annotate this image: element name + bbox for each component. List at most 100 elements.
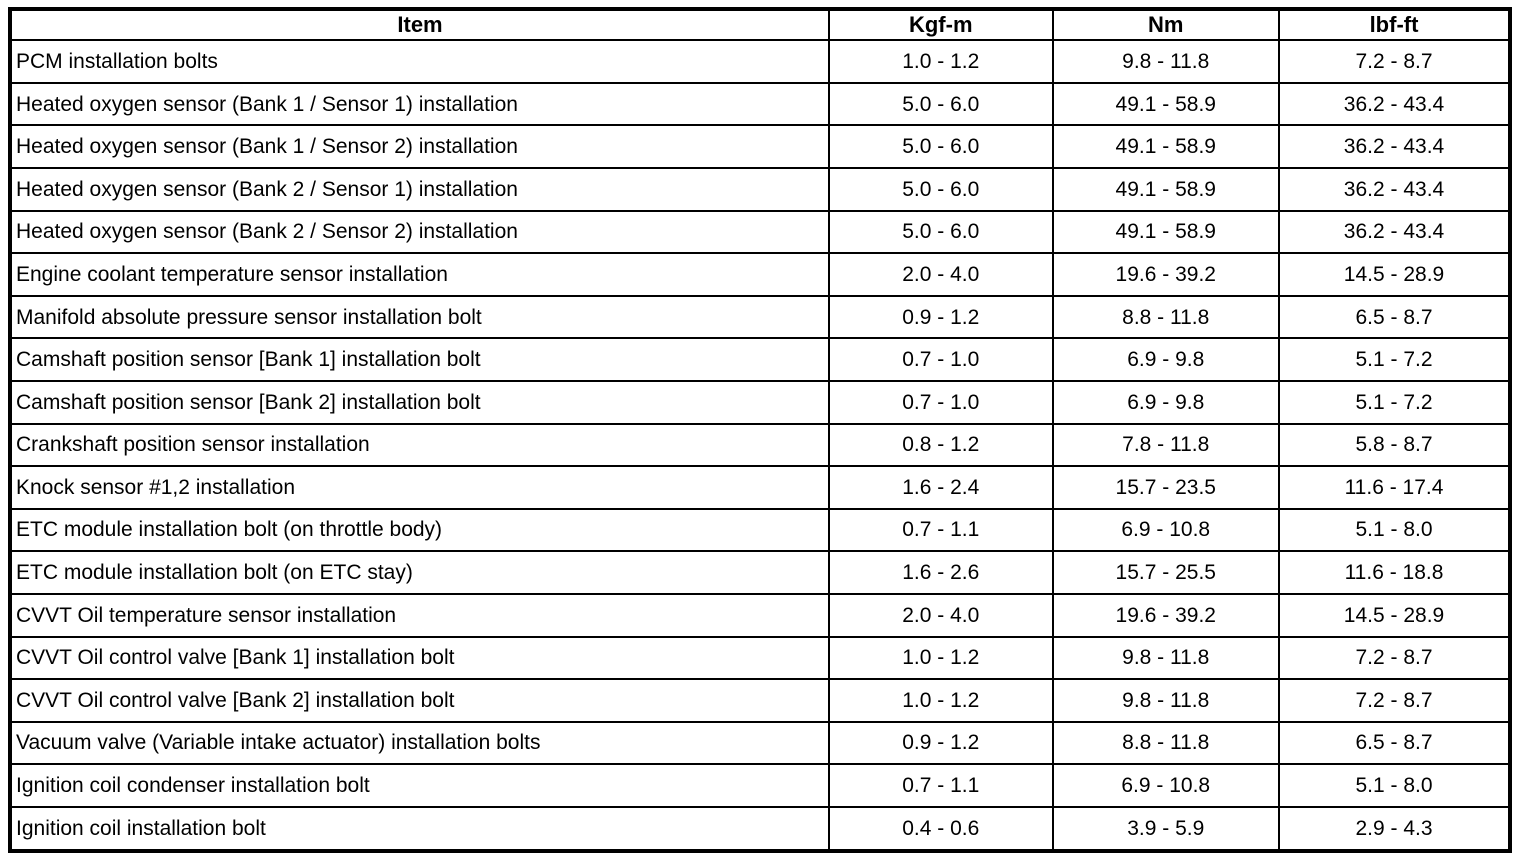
value-cell-nm: 6.9 - 9.8	[1051, 379, 1280, 425]
table-row: Heated oxygen sensor (Bank 1 / Sensor 1)…	[9, 81, 1511, 127]
item-cell: Knock sensor #1,2 installation	[9, 465, 830, 510]
value-cell-nm: 49.1 - 58.9	[1051, 124, 1280, 169]
value-cell-lbf-ft: 11.6 - 17.4	[1278, 465, 1511, 510]
item-cell: ETC module installation bolt (on throttl…	[9, 507, 830, 553]
item-cell: Heated oxygen sensor (Bank 1 / Sensor 2)…	[9, 124, 830, 169]
table-row: ETC module installation bolt (on throttl…	[9, 507, 1511, 553]
value-cell-lbf-ft: 5.8 - 8.7	[1278, 422, 1511, 468]
column-header-kgf-m: Kgf-m	[828, 7, 1054, 42]
item-cell: Camshaft position sensor [Bank 2] instal…	[9, 379, 830, 425]
table-row: Heated oxygen sensor (Bank 2 / Sensor 2)…	[9, 209, 1511, 255]
table-row: CVVT Oil control valve [Bank 1] installa…	[9, 635, 1511, 681]
value-cell-lbf-ft: 6.5 - 8.7	[1278, 294, 1511, 340]
item-cell: ETC module installation bolt (on ETC sta…	[9, 550, 830, 595]
column-header-item: Item	[9, 7, 830, 42]
value-cell-kgf-m: 2.0 - 4.0	[828, 252, 1054, 297]
value-cell-lbf-ft: 7.2 - 8.7	[1278, 39, 1511, 84]
value-cell-kgf-m: 1.0 - 1.2	[828, 678, 1054, 723]
value-cell-kgf-m: 0.8 - 1.2	[828, 422, 1054, 468]
value-cell-lbf-ft: 5.1 - 7.2	[1278, 379, 1511, 425]
table-header-row: Item Kgf-m Nm lbf-ft	[9, 7, 1511, 42]
table-row: Heated oxygen sensor (Bank 2 / Sensor 1)…	[9, 166, 1511, 212]
value-cell-kgf-m: 1.0 - 1.2	[828, 635, 1054, 681]
value-cell-nm: 9.8 - 11.8	[1051, 39, 1280, 84]
value-cell-lbf-ft: 14.5 - 28.9	[1278, 252, 1511, 297]
column-header-lbf-ft: lbf-ft	[1278, 7, 1511, 42]
item-cell: Heated oxygen sensor (Bank 1 / Sensor 1)…	[9, 81, 830, 127]
value-cell-nm: 7.8 - 11.8	[1051, 422, 1280, 468]
value-cell-kgf-m: 1.6 - 2.4	[828, 465, 1054, 510]
value-cell-kgf-m: 5.0 - 6.0	[828, 209, 1054, 255]
item-cell: Camshaft position sensor [Bank 1] instal…	[9, 337, 830, 382]
value-cell-nm: 49.1 - 58.9	[1051, 209, 1280, 255]
value-cell-lbf-ft: 5.1 - 7.2	[1278, 337, 1511, 382]
table-row: Ignition coil condenser installation bol…	[9, 763, 1511, 808]
value-cell-lbf-ft: 36.2 - 43.4	[1278, 209, 1511, 255]
value-cell-nm: 19.6 - 39.2	[1051, 592, 1280, 638]
table-row: Engine coolant temperature sensor instal…	[9, 252, 1511, 297]
table-row: ETC module installation bolt (on ETC sta…	[9, 550, 1511, 595]
item-cell: Heated oxygen sensor (Bank 2 / Sensor 2)…	[9, 209, 830, 255]
value-cell-kgf-m: 2.0 - 4.0	[828, 592, 1054, 638]
value-cell-kgf-m: 1.0 - 1.2	[828, 39, 1054, 84]
item-cell: Ignition coil condenser installation bol…	[9, 763, 830, 808]
table-row: CVVT Oil control valve [Bank 2] installa…	[9, 678, 1511, 723]
value-cell-lbf-ft: 11.6 - 18.8	[1278, 550, 1511, 595]
torque-spec-table: Item Kgf-m Nm lbf-ft PCM installation bo…	[8, 7, 1512, 853]
value-cell-nm: 6.9 - 10.8	[1051, 507, 1280, 553]
item-cell: CVVT Oil control valve [Bank 2] installa…	[9, 678, 830, 723]
table-row: Knock sensor #1,2 installation 1.6 - 2.4 1…	[9, 465, 1511, 510]
value-cell-lbf-ft: 5.1 - 8.0	[1278, 763, 1511, 808]
item-cell: Engine coolant temperature sensor instal…	[9, 252, 830, 297]
item-cell: CVVT Oil temperature sensor installation	[9, 592, 830, 638]
table-row: Camshaft position sensor [Bank 1] instal…	[9, 337, 1511, 382]
item-cell: PCM installation bolts	[9, 39, 830, 84]
value-cell-nm: 19.6 - 39.2	[1051, 252, 1280, 297]
table-row: Crankshaft position sensor installation 0…	[9, 422, 1511, 468]
value-cell-lbf-ft: 36.2 - 43.4	[1278, 166, 1511, 212]
value-cell-lbf-ft: 36.2 - 43.4	[1278, 81, 1511, 127]
item-cell: Crankshaft position sensor installation	[9, 422, 830, 468]
value-cell-kgf-m: 0.4 - 0.6	[828, 805, 1054, 853]
value-cell-nm: 49.1 - 58.9	[1051, 81, 1280, 127]
table-row: Camshaft position sensor [Bank 2] instal…	[9, 379, 1511, 425]
table-body: PCM installation bolts 1.0 - 1.2 9.8 - 11.…	[9, 39, 1511, 853]
value-cell-lbf-ft: 14.5 - 28.9	[1278, 592, 1511, 638]
item-cell: Ignition coil installation bolt	[9, 805, 830, 853]
item-cell: CVVT Oil control valve [Bank 1] installa…	[9, 635, 830, 681]
table-row: PCM installation bolts 1.0 - 1.2 9.8 - 11.…	[9, 39, 1511, 84]
value-cell-kgf-m: 1.6 - 2.6	[828, 550, 1054, 595]
value-cell-lbf-ft: 36.2 - 43.4	[1278, 124, 1511, 169]
table-row: CVVT Oil temperature sensor installation…	[9, 592, 1511, 638]
value-cell-kgf-m: 0.7 - 1.1	[828, 763, 1054, 808]
value-cell-nm: 3.9 - 5.9	[1051, 805, 1280, 853]
value-cell-kgf-m: 5.0 - 6.0	[828, 81, 1054, 127]
column-header-nm: Nm	[1051, 7, 1280, 42]
value-cell-lbf-ft: 7.2 - 8.7	[1278, 635, 1511, 681]
value-cell-lbf-ft: 5.1 - 8.0	[1278, 507, 1511, 553]
item-cell: Vacuum valve (Variable intake actuator) …	[9, 720, 830, 766]
item-cell: Manifold absolute pressure sensor instal…	[9, 294, 830, 340]
table-row: Ignition coil installation bolt 0.4 - 0.6…	[9, 805, 1511, 853]
value-cell-nm: 9.8 - 11.8	[1051, 635, 1280, 681]
value-cell-kgf-m: 0.7 - 1.0	[828, 379, 1054, 425]
table-row: Vacuum valve (Variable intake actuator) …	[9, 720, 1511, 766]
value-cell-nm: 6.9 - 10.8	[1051, 763, 1280, 808]
value-cell-kgf-m: 0.7 - 1.0	[828, 337, 1054, 382]
value-cell-lbf-ft: 6.5 - 8.7	[1278, 720, 1511, 766]
value-cell-nm: 9.8 - 11.8	[1051, 678, 1280, 723]
value-cell-kgf-m: 5.0 - 6.0	[828, 124, 1054, 169]
value-cell-nm: 8.8 - 11.8	[1051, 720, 1280, 766]
value-cell-nm: 8.8 - 11.8	[1051, 294, 1280, 340]
value-cell-kgf-m: 5.0 - 6.0	[828, 166, 1054, 212]
value-cell-kgf-m: 0.9 - 1.2	[828, 720, 1054, 766]
item-cell: Heated oxygen sensor (Bank 2 / Sensor 1)…	[9, 166, 830, 212]
value-cell-lbf-ft: 7.2 - 8.7	[1278, 678, 1511, 723]
value-cell-kgf-m: 0.7 - 1.1	[828, 507, 1054, 553]
value-cell-nm: 6.9 - 9.8	[1051, 337, 1280, 382]
value-cell-nm: 15.7 - 23.5	[1051, 465, 1280, 510]
value-cell-kgf-m: 0.9 - 1.2	[828, 294, 1054, 340]
value-cell-nm: 49.1 - 58.9	[1051, 166, 1280, 212]
table-row: Heated oxygen sensor (Bank 1 / Sensor 2)…	[9, 124, 1511, 169]
